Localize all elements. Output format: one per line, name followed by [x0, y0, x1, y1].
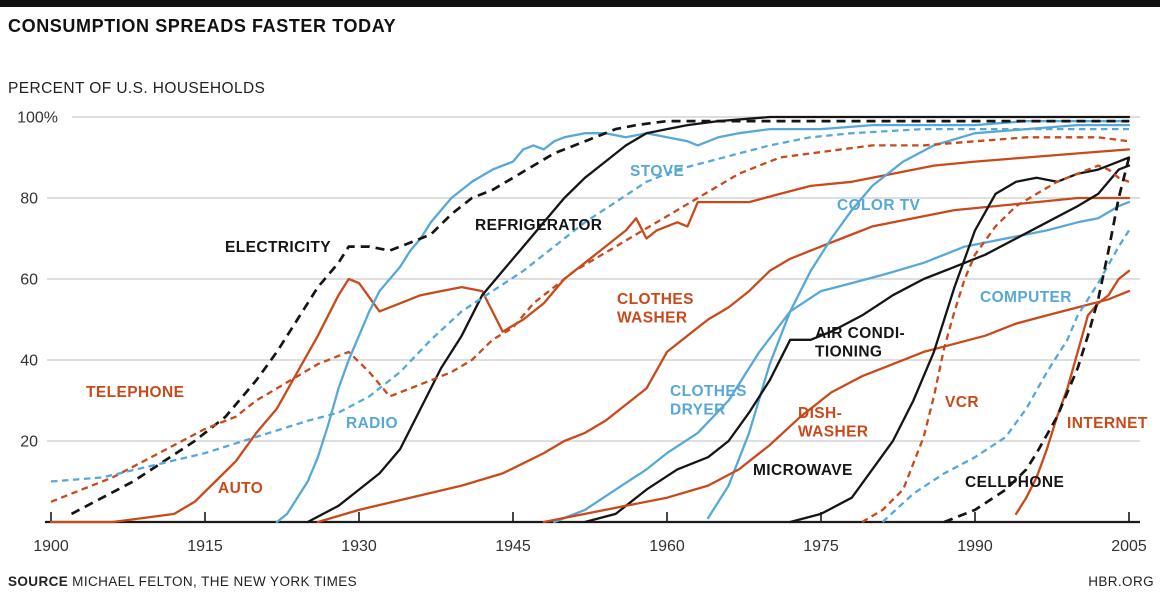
- y-tick-label-100: 100%: [17, 110, 58, 127]
- series-label-stove: STOVE: [630, 163, 684, 180]
- series-line-refrigerator: [306, 115, 1131, 524]
- series-line-vcr: [861, 164, 1130, 523]
- series-line-electricity: [70, 119, 1129, 516]
- y-tick-label-40: 40: [20, 353, 38, 370]
- series-label-electricity: ELECTRICITY: [225, 239, 331, 256]
- x-tick-label-1915: 1915: [187, 538, 223, 555]
- series-line-internet: [1014, 269, 1131, 516]
- top-rule: [0, 0, 1160, 7]
- series-label-clothes-washer: CLOTHES: [617, 291, 694, 308]
- series-label-microwave: MICROWAVE: [753, 462, 853, 479]
- series-line-clothes-washer: [316, 196, 1131, 524]
- series-line-air-conditioning: [583, 164, 1131, 524]
- series-line-auto: [49, 148, 1131, 524]
- series-label-air-conditioning: AIR CONDI-: [815, 325, 905, 342]
- x-tick-label-1960: 1960: [649, 538, 685, 555]
- series-label-telephone: TELEPHONE: [86, 384, 184, 401]
- x-tick-label-1945: 1945: [495, 538, 531, 555]
- x-tick-label-1975: 1975: [803, 538, 839, 555]
- series-line-microwave: [789, 156, 1131, 524]
- series-line-radio: [275, 119, 1131, 524]
- series-label-clothes-dryer: CLOTHES: [670, 383, 747, 400]
- series-label-auto: AUTO: [218, 480, 263, 497]
- series-label-refrigerator: REFRIGERATOR: [475, 217, 602, 234]
- series-label-color-tv: COLOR TV: [837, 197, 921, 214]
- y-tick-label-20: 20: [20, 434, 38, 451]
- series-label-computer: COMPUTER: [980, 289, 1072, 306]
- series-line-stove: [50, 127, 1129, 483]
- source-text: MICHAEL FELTON, THE NEW YORK TIMES: [72, 574, 358, 589]
- chart-title: CONSUMPTION SPREADS FASTER TODAY: [8, 16, 397, 36]
- x-tick-label-1990: 1990: [957, 538, 993, 555]
- series-label-clothes-washer-line2: WASHER: [617, 310, 687, 327]
- series-line-telephone: [50, 136, 1130, 503]
- x-tick-label-1900: 1900: [33, 538, 69, 555]
- series-label-cellphone: CELLPHONE: [965, 474, 1064, 491]
- series-label-radio: RADIO: [346, 415, 398, 432]
- series-label-dishwasher-line2: WASHER: [798, 424, 868, 441]
- y-tick-label-80: 80: [20, 191, 38, 208]
- series-line-cellphone: [943, 157, 1131, 524]
- y-axis-unit-label: PERCENT OF U.S. HOUSEHOLDS: [8, 80, 266, 97]
- x-tick-label-1930: 1930: [341, 538, 377, 555]
- series-line-color-tv: [706, 123, 1131, 520]
- source-credit: SOURCE MICHAEL FELTON, THE NEW YORK TIMES: [8, 574, 357, 589]
- source-label: SOURCE: [8, 574, 69, 589]
- x-tick-label-2005: 2005: [1111, 538, 1147, 555]
- y-tick-label-60: 60: [20, 272, 38, 289]
- brand-link[interactable]: HBR.ORG: [1088, 574, 1154, 589]
- series-label-dishwasher: DISH-: [798, 405, 842, 422]
- series-label-vcr: VCR: [945, 394, 979, 411]
- series-line-dishwasher: [542, 289, 1131, 524]
- series-label-internet: INTERNET: [1067, 415, 1148, 432]
- series-line-clothes-dryer: [552, 200, 1131, 524]
- series-label-air-conditioning-line2: TIONING: [815, 344, 882, 361]
- series-label-clothes-dryer-line2: DRYER: [670, 402, 726, 419]
